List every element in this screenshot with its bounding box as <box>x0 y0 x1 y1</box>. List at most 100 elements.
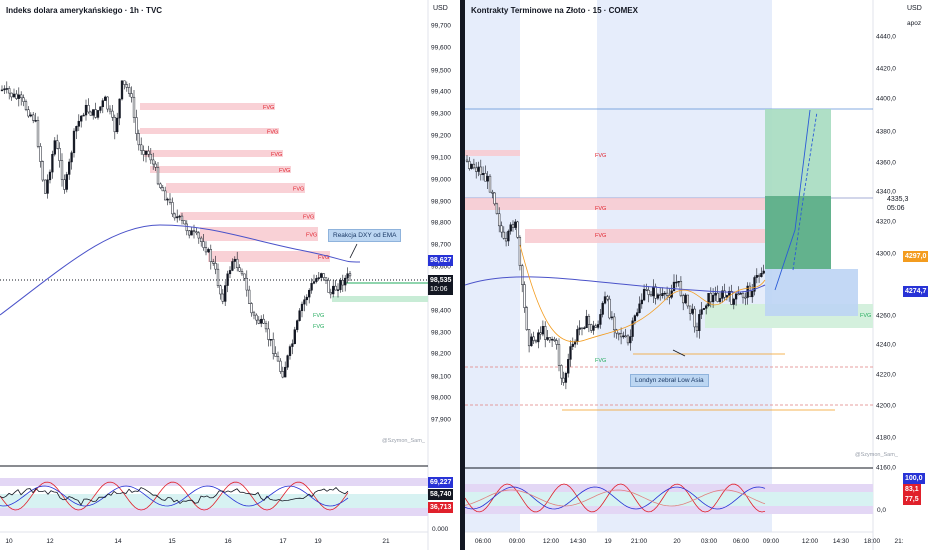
dxy-candle-body <box>68 161 71 175</box>
gold-candle-body <box>571 343 574 347</box>
dxy-candle-body <box>195 231 198 234</box>
gold-x-tick-label: 19 <box>604 538 612 545</box>
dxy-candle-body <box>75 126 78 132</box>
dxy-x-tick-label: 10 <box>5 538 13 545</box>
gold-candle-body <box>645 289 648 291</box>
gold-candle-body <box>686 294 689 307</box>
dxy-candle-body <box>27 109 30 117</box>
dxy-candle-body <box>216 268 220 287</box>
gold-osc-blue-tag: 100,0 <box>903 473 925 484</box>
dxy-y-tick-label: 98,000 <box>431 395 451 402</box>
gold-candle-body <box>684 294 687 304</box>
dxy-candle-body <box>44 179 47 194</box>
gold-candle-body <box>698 314 701 331</box>
dxy-candle-body <box>305 296 308 301</box>
dxy-candle-body <box>284 366 287 378</box>
gold-candle-body <box>640 299 643 305</box>
gold-candle-body <box>555 340 558 345</box>
gold-candle-body <box>498 213 501 227</box>
dxy-candle-body <box>228 270 232 275</box>
gold-ma-line <box>519 244 766 343</box>
dxy-osc-lower-band <box>0 508 428 516</box>
dxy-fvg-label-green: FVG <box>313 324 324 330</box>
gold-candle-body <box>659 294 662 297</box>
dxy-candle-body <box>70 152 73 163</box>
gold-candle-body <box>527 329 531 347</box>
dxy-candle-body <box>176 216 179 219</box>
gold-oscillator-line <box>465 486 766 510</box>
dxy-y-tick-label: 99,100 <box>431 155 451 162</box>
dxy-watermark: @Szymon_Sam_ <box>382 438 425 444</box>
dxy-candle-body <box>236 258 239 268</box>
gold-candle-body <box>716 292 719 302</box>
dxy-y-tick-label: 99,500 <box>431 68 451 75</box>
dxy-x-tick-label: 21 <box>382 538 390 545</box>
dxy-candle-body <box>144 150 148 155</box>
dxy-blue-price-tag: 98,627 <box>428 255 454 266</box>
gold-x-tick-label: 21: <box>894 538 903 545</box>
gold-candle-body <box>741 293 745 298</box>
dxy-fvg-label: FVG <box>263 105 274 111</box>
gold-candle-body <box>631 320 634 337</box>
gold-candle-body <box>491 191 494 194</box>
dxy-candle-body <box>267 328 270 340</box>
dxy-candle-body <box>346 273 349 279</box>
gold-candle-body <box>633 315 637 322</box>
dxy-candle-body <box>281 371 284 378</box>
panel-divider[interactable] <box>460 0 465 550</box>
gold-session-shade <box>465 0 520 532</box>
gold-candle-body <box>562 377 565 383</box>
gold-candle-body <box>613 316 616 331</box>
gold-candle-body <box>590 324 593 331</box>
dxy-candle-body <box>142 150 145 155</box>
gold-candle-body <box>534 340 538 343</box>
dxy-candle-body <box>147 150 150 155</box>
gold-candle-body <box>564 372 568 383</box>
dxy-fvg-zone <box>140 128 279 134</box>
gold-chart-panel[interactable]: 4440,0 4420,0 4400,0 4380,0 4360,0 4340,0 4320… <box>465 0 932 550</box>
dxy-x-tick-label: 15 <box>168 538 176 545</box>
gold-london-annotation: Londyn zebrał Low Asia <box>630 374 709 387</box>
gold-chart-canvas[interactable]: 4440,0 4420,0 4400,0 4380,0 4360,0 4340,0 4320… <box>465 0 932 550</box>
dxy-candle-body <box>106 96 109 110</box>
dxy-chart-canvas[interactable]: 99,700 99,600 99,500 99,400 99,300 99,200 99,1… <box>0 0 460 550</box>
gold-candle-body <box>567 359 570 374</box>
dxy-candle-body <box>226 273 229 286</box>
gold-price-level-tag: 4335,3 05:06 <box>885 194 910 214</box>
gold-projection-line-dashed <box>792 111 818 271</box>
dxy-candle-body <box>63 179 66 190</box>
dxy-ema-reaction-annotation: Reakcja DXY od EMA <box>328 229 402 242</box>
gold-fvg-label: FVG <box>595 206 606 212</box>
dxy-candle-body <box>135 117 138 134</box>
dxy-candle-body <box>80 115 83 122</box>
gold-candle-body <box>608 298 611 319</box>
gold-osc-red-tag-2: 77,5 <box>903 494 921 505</box>
gold-blue-price-tag: 4274,7 <box>903 286 929 297</box>
dxy-candle-body <box>324 277 328 281</box>
dxy-oscillator-line <box>0 485 349 507</box>
dxy-candle-body <box>24 101 28 110</box>
gold-candle-body <box>638 303 641 313</box>
dxy-candle-body <box>272 339 275 354</box>
dxy-osc-red-tag: 36,713 <box>428 502 454 513</box>
gold-fvg-label: FVG <box>595 153 606 159</box>
dxy-osc-black-tag: 58,740 <box>428 489 454 500</box>
dxy-candle-body <box>221 293 224 302</box>
gold-candle-body <box>665 292 669 296</box>
dxy-candle-body <box>159 183 162 188</box>
gold-x-tick-label: 06:00 <box>475 538 492 545</box>
dxy-candle-body <box>310 283 313 291</box>
dxy-candle-body <box>300 303 304 311</box>
gold-y-tick-label: 4380,0 <box>876 129 896 136</box>
dxy-candle-body <box>58 148 61 161</box>
gold-candle-body <box>760 273 763 277</box>
dxy-candle-body <box>113 117 116 133</box>
dxy-candle-body <box>101 100 104 108</box>
dxy-oscillator-line <box>0 481 349 511</box>
gold-y-tick-label: 4200,0 <box>876 403 896 410</box>
gold-chart-title: Kontrakty Terminowe na Złoto · 15 · COME… <box>471 6 638 15</box>
gold-candle-body <box>705 305 708 309</box>
dxy-chart-panel[interactable]: 99,700 99,600 99,500 99,400 99,300 99,200 99,1… <box>0 0 460 550</box>
gold-candle-body <box>757 275 761 277</box>
dxy-candle-body <box>94 109 97 118</box>
